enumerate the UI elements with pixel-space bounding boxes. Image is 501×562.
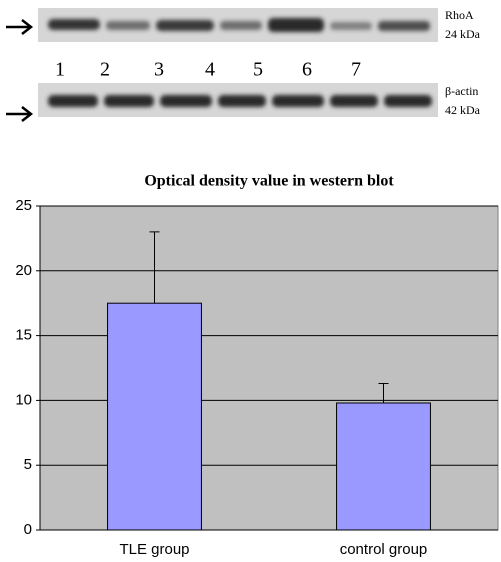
y-tick-label: 20	[15, 262, 32, 279]
lane-number: 3	[154, 59, 164, 81]
x-tick-label: control group	[340, 541, 428, 558]
y-tick-label: 15	[15, 327, 32, 344]
y-tick-label: 0	[24, 521, 32, 538]
lane-number: 6	[302, 59, 312, 81]
lane-numbers: 1 2 3 4 5 6 7	[55, 59, 361, 81]
size-label: 42 kDa	[445, 103, 481, 117]
chart-title: Optical density value in western blot	[144, 173, 394, 190]
figure: RhoA 24 kDa β-actin 42 kDa 1 2 3 4 5 6 7 Optic…	[0, 0, 501, 562]
page: RhoA 24 kDa β-actin 42 kDa 1 2 3 4 5 6 7 Optic…	[0, 0, 501, 562]
protein-label: β-actin	[445, 84, 478, 98]
bar	[108, 303, 202, 530]
arrows	[6, 20, 31, 121]
bands	[48, 95, 432, 107]
size-label: 24 kDa	[445, 27, 481, 41]
protein-label: RhoA	[445, 8, 474, 22]
y-tick-label: 25	[15, 197, 32, 214]
lane-number: 1	[55, 59, 65, 81]
x-tick-label: TLE group	[119, 541, 189, 558]
y-tick-label: 5	[24, 456, 32, 473]
y-tick-label: 10	[15, 391, 32, 408]
lane-number: 2	[100, 59, 110, 81]
lane-number: 7	[351, 59, 361, 81]
lane-number: 4	[205, 59, 215, 81]
blot-actin	[38, 83, 438, 117]
bar	[337, 403, 431, 530]
lane-number: 5	[253, 59, 263, 81]
blot-rhoa	[38, 8, 438, 42]
plot: 0 5 10 15 20 25 TLE group control group	[15, 197, 498, 558]
